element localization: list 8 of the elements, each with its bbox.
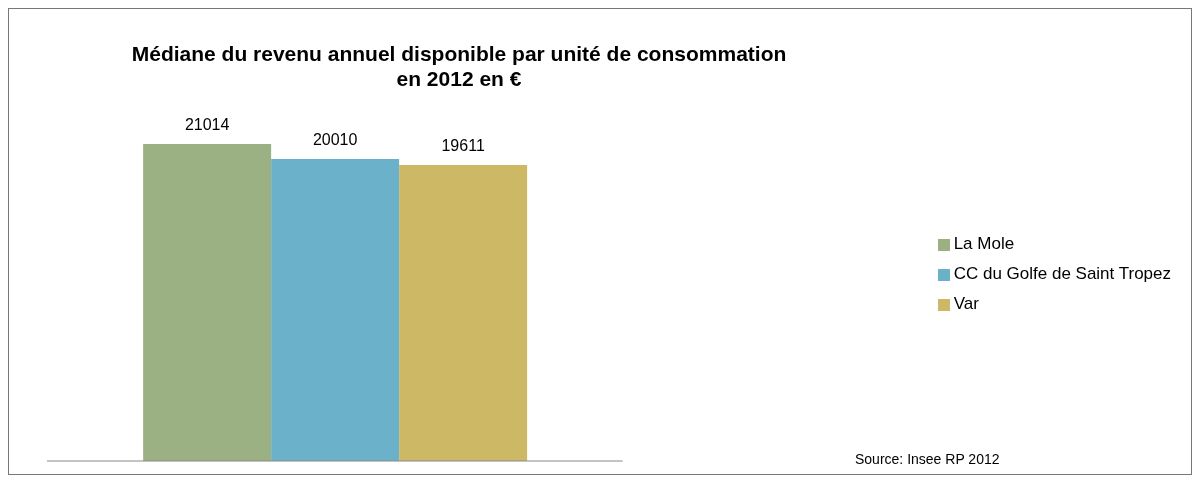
data-label: 21014 (184, 115, 230, 133)
source-note: Source: Insee RP 2012 (855, 451, 1000, 467)
legend-label: La Mole (953, 234, 1015, 253)
legend-label: Var (953, 294, 979, 313)
legend-label: CC du Golfe de Saint Tropez (953, 264, 1171, 283)
data-label: 20010 (312, 131, 358, 149)
chart-title: Médiane du revenu annuel disponible par unité de consommation en 2012 en € (130, 41, 788, 91)
data-label: 19611 (441, 137, 485, 155)
